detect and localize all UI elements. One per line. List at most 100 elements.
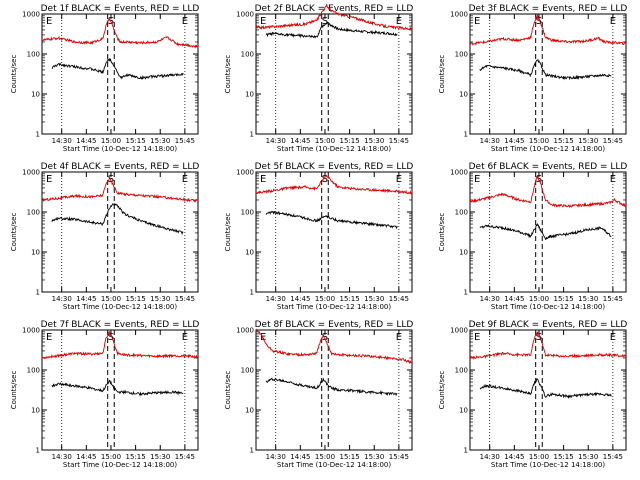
y-tick-label: 10 <box>31 407 40 415</box>
interval-marker: S <box>322 16 328 27</box>
x-tick-label: 14:45 <box>76 453 96 461</box>
plot-frame <box>41 13 199 135</box>
y-tick-label: 1 <box>250 447 254 455</box>
panel-7: Det 7f BLACK = Events, RED = LLD 1 10 100 10… <box>10 320 199 469</box>
interval-marker: E <box>260 174 266 185</box>
interval-marker: E <box>396 174 402 185</box>
panel-8: Det 8f BLACK = Events, RED = LLD 1 10 100 10… <box>224 320 413 469</box>
y-tick-label: 1 <box>36 289 40 297</box>
x-tick-label: 15:00 <box>101 453 121 461</box>
interval-marker: E <box>610 174 616 185</box>
x-tick-label: 15:00 <box>529 295 549 303</box>
interval-marker: S <box>322 174 328 185</box>
x-tick-label: 15:15 <box>340 137 360 145</box>
y-tick-label: 100 <box>241 51 254 59</box>
lld-series-line <box>255 174 413 195</box>
events-series-line <box>265 377 398 397</box>
x-axis-label: Start Time (10-Dec-12 14:18:00) <box>63 145 177 153</box>
events-series-line <box>265 210 398 230</box>
plot-frame <box>469 171 627 293</box>
x-tick-label: 14:30 <box>266 295 286 303</box>
y-tick-label: 1 <box>250 131 254 139</box>
panel-title: Det 9f BLACK = Events, RED = LLD <box>469 320 628 330</box>
panel-3: Det 3f BLACK = Events, RED = LLD 1 10 100 10… <box>438 4 627 153</box>
x-tick-label: 15:30 <box>578 453 598 461</box>
panel-title: Det 6f BLACK = Events, RED = LLD <box>469 162 628 172</box>
interval-marker: S <box>536 332 542 343</box>
x-tick-label: 14:30 <box>480 295 500 303</box>
y-tick-label: 10 <box>31 249 40 257</box>
panel-1: Det 1f BLACK = Events, RED = LLD 1 10 100 10… <box>10 4 199 153</box>
y-tick-label: 10 <box>245 91 254 99</box>
y-tick-label: 100 <box>27 209 40 217</box>
plot-frame <box>41 171 199 293</box>
x-tick-label: 14:30 <box>266 453 286 461</box>
panel-title: Det 7f BLACK = Events, RED = LLD <box>41 320 200 330</box>
x-tick-label: 14:30 <box>480 453 500 461</box>
plot-frame <box>255 329 413 451</box>
panel-title: Det 2f BLACK = Events, RED = LLD <box>255 4 414 14</box>
x-tick-label: 14:30 <box>266 137 286 145</box>
x-axis-label: Start Time (10-Dec-12 14:18:00) <box>491 145 605 153</box>
y-tick-label: 10 <box>31 91 40 99</box>
y-tick-label: 100 <box>455 209 468 217</box>
interval-marker: S <box>536 16 542 27</box>
y-tick-label: 100 <box>27 367 40 375</box>
y-tick-label: 1000 <box>450 327 468 335</box>
x-axis-label: Start Time (10-Dec-12 14:18:00) <box>277 461 391 469</box>
lld-series-line <box>41 330 199 360</box>
y-axis-label: Counts/sec <box>224 55 232 94</box>
y-axis-label: Counts/sec <box>224 213 232 252</box>
y-tick-label: 10 <box>245 407 254 415</box>
y-tick-label: 10 <box>245 249 254 257</box>
panel-9: Det 9f BLACK = Events, RED = LLD 1 10 100 10… <box>438 320 627 469</box>
plot-frame <box>255 171 413 293</box>
x-tick-label: 15:45 <box>389 295 409 303</box>
x-tick-label: 14:30 <box>480 137 500 145</box>
y-tick-label: 1000 <box>22 11 40 19</box>
y-tick-label: 100 <box>241 209 254 217</box>
x-tick-label: 15:15 <box>554 137 574 145</box>
interval-marker: E <box>474 16 480 27</box>
x-tick-label: 15:30 <box>150 137 170 145</box>
x-tick-label: 15:15 <box>126 295 146 303</box>
x-tick-label: 14:30 <box>52 295 72 303</box>
y-tick-label: 1000 <box>22 169 40 177</box>
x-tick-label: 15:45 <box>603 453 623 461</box>
x-tick-label: 15:15 <box>340 453 360 461</box>
events-series-line <box>51 379 184 397</box>
x-tick-label: 14:45 <box>504 295 524 303</box>
events-series-line <box>479 58 612 81</box>
lld-series-line <box>41 177 199 203</box>
x-tick-label: 15:45 <box>389 453 409 461</box>
x-tick-label: 15:00 <box>529 453 549 461</box>
x-tick-label: 14:45 <box>290 295 310 303</box>
x-tick-label: 15:45 <box>175 137 195 145</box>
interval-marker: S <box>108 174 114 185</box>
x-axis-label: Start Time (10-Dec-12 14:18:00) <box>63 461 177 469</box>
interval-marker: E <box>182 16 188 27</box>
y-axis-label: Counts/sec <box>224 371 232 410</box>
x-tick-label: 15:15 <box>554 295 574 303</box>
x-tick-label: 15:30 <box>150 295 170 303</box>
x-tick-label: 15:15 <box>126 137 146 145</box>
plot-frame <box>469 329 627 451</box>
interval-marker: S <box>322 332 328 343</box>
y-axis-label: Counts/sec <box>438 213 446 252</box>
y-tick-label: 1000 <box>236 11 254 19</box>
y-tick-label: 1000 <box>236 327 254 335</box>
panel-title: Det 5f BLACK = Events, RED = LLD <box>255 162 414 172</box>
x-tick-label: 15:00 <box>315 453 335 461</box>
y-tick-label: 100 <box>455 367 468 375</box>
interval-marker: E <box>474 174 480 185</box>
y-tick-label: 1000 <box>450 169 468 177</box>
y-tick-label: 1 <box>464 131 468 139</box>
x-axis-label: Start Time (10-Dec-12 14:18:00) <box>491 303 605 311</box>
interval-marker: E <box>396 332 402 343</box>
x-tick-label: 14:45 <box>290 137 310 145</box>
interval-marker: E <box>182 174 188 185</box>
x-tick-label: 14:45 <box>290 453 310 461</box>
x-tick-label: 15:45 <box>175 295 195 303</box>
interval-marker: E <box>46 332 52 343</box>
